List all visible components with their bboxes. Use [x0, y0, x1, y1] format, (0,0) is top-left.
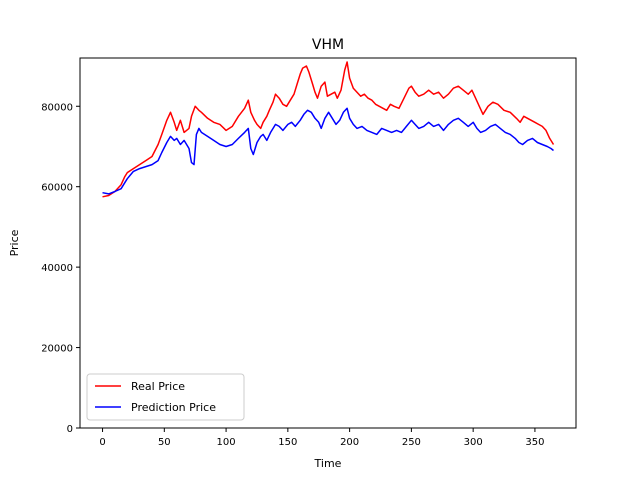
y-tick-label: 80000: [41, 102, 73, 113]
x-tick-label: 50: [158, 437, 171, 448]
x-tick-label: 100: [217, 437, 236, 448]
x-axis-label: Time: [314, 457, 342, 470]
x-tick-label: 0: [99, 437, 105, 448]
y-tick-label: 40000: [41, 263, 73, 274]
x-tick-label: 150: [278, 437, 297, 448]
series-layer: [102, 61, 555, 198]
plot-area-frame: [79, 57, 577, 429]
series-line-1: [102, 107, 554, 195]
y-tick-label: 60000: [41, 183, 73, 194]
legend-label-1: Prediction Price: [131, 401, 216, 414]
legend-label-0: Real Price: [131, 380, 185, 393]
series-line-0: [102, 61, 555, 198]
chart-title: VHM: [312, 37, 344, 53]
legend-box: [86, 373, 245, 421]
x-axis: 0 50 100 150 200 250 300 350: [99, 428, 544, 448]
x-tick-label: 300: [464, 437, 483, 448]
x-tick-label: 200: [340, 437, 359, 448]
legend: Real Price Prediction Price: [86, 373, 245, 421]
x-tick-label: 250: [402, 437, 421, 448]
y-axis: 0 20000 40000 60000 80000: [41, 102, 80, 435]
x-tick-label: 350: [525, 437, 544, 448]
y-tick-label: 0: [67, 424, 73, 435]
y-tick-label: 20000: [41, 344, 73, 355]
y-axis-label: Price: [8, 229, 21, 256]
